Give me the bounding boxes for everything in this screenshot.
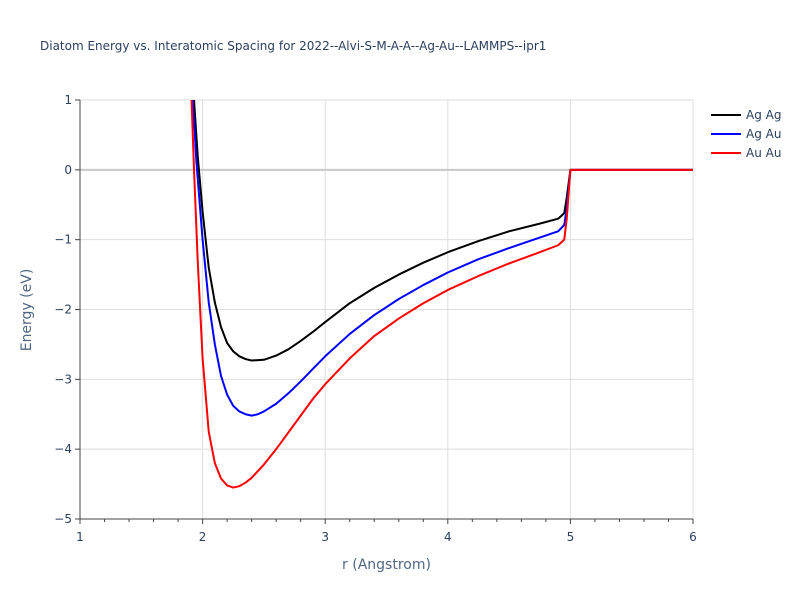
x-axis-label: r (Angstrom) <box>342 557 431 573</box>
series-line-ag-au <box>191 100 693 417</box>
y-tick-label: −5 <box>54 512 72 526</box>
series-lines <box>190 100 693 489</box>
y-axis-label: Energy (eV) <box>19 269 35 352</box>
axes <box>75 99 694 524</box>
y-tick-label: −3 <box>54 372 72 386</box>
x-tick-label: 3 <box>321 530 329 544</box>
y-tick-label: 0 <box>64 163 72 177</box>
x-tick-label: 6 <box>689 530 697 544</box>
x-tick-label: 1 <box>76 530 84 544</box>
y-tick-label: 1 <box>64 93 72 107</box>
x-tick-labels: 1 2 3 4 5 6 <box>76 530 697 544</box>
y-tick-label: −2 <box>54 303 72 317</box>
x-tick-label: 5 <box>567 530 575 544</box>
legend-label-ag-au: Ag Au <box>746 127 781 141</box>
y-tick-labels: 1 0 −1 −2 −3 −4 −5 <box>54 93 72 526</box>
series-line-au-au <box>190 100 693 489</box>
y-tick-label: −1 <box>54 233 72 247</box>
legend-label-ag-ag: Ag Ag <box>746 108 781 122</box>
legend-label-au-au: Au Au <box>746 146 781 160</box>
x-tick-label: 2 <box>199 530 207 544</box>
legend: Ag Ag Ag Au Au Au <box>711 108 781 160</box>
grid <box>80 99 694 519</box>
y-tick-label: −4 <box>54 442 72 456</box>
chart-title: Diatom Energy vs. Interatomic Spacing fo… <box>40 39 546 53</box>
x-tick-label: 4 <box>444 530 452 544</box>
series-line-ag-ag <box>193 100 693 362</box>
